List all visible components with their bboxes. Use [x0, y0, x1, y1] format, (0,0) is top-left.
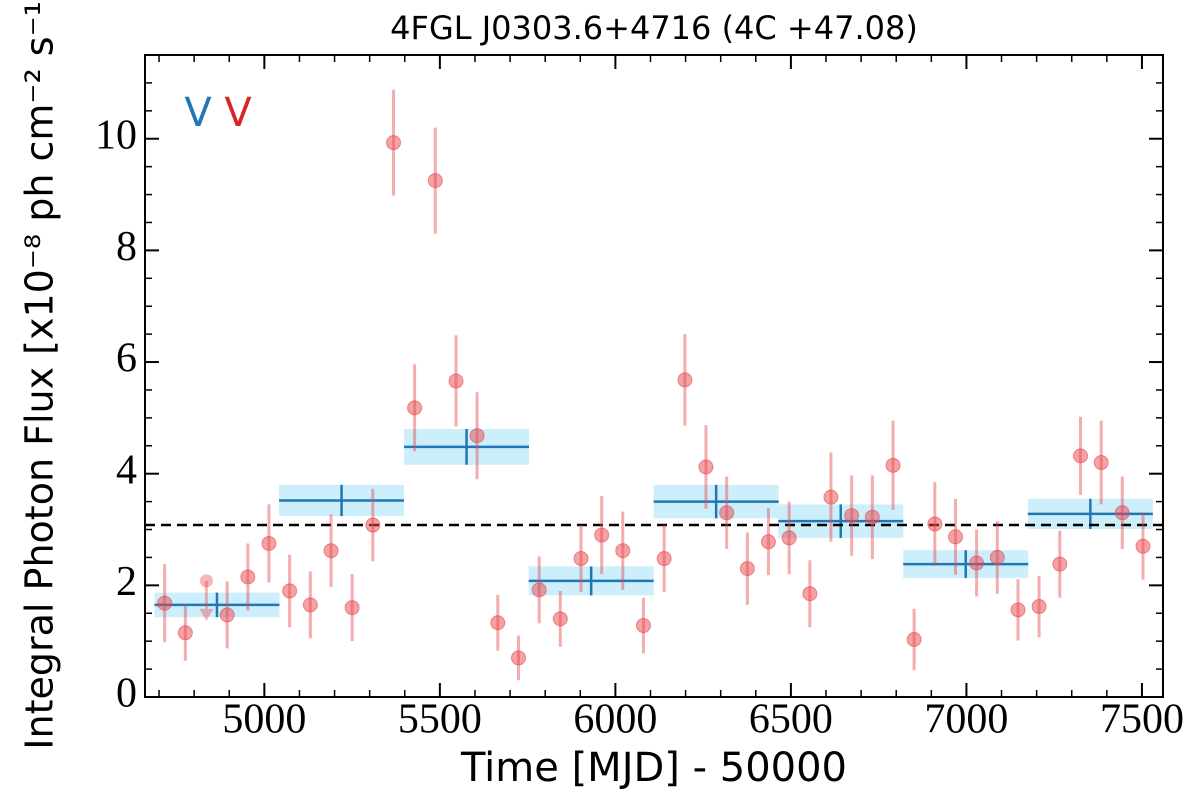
data-point — [802, 586, 818, 602]
data-point — [1031, 599, 1047, 615]
x-tick-label: 6000 — [573, 697, 657, 743]
data-point — [1135, 538, 1151, 554]
data-point — [427, 173, 443, 189]
data-point — [823, 489, 839, 505]
data-point — [927, 516, 943, 532]
y-tick-label: 0 — [116, 671, 137, 717]
data-point — [989, 549, 1005, 565]
chart-title: 4FGL J0303.6+4716 (4C +47.08) — [390, 9, 918, 47]
data-point — [157, 595, 173, 611]
data-point — [490, 615, 506, 631]
y-axis-label: Integral Photon Flux [x10⁻⁸ ph cm⁻² s⁻¹] — [18, 0, 62, 750]
data-point — [885, 457, 901, 473]
y-tick-label: 10 — [95, 112, 137, 158]
data-point — [1114, 505, 1130, 521]
data-point — [719, 505, 735, 521]
data-point — [177, 625, 193, 641]
plot-frame — [144, 54, 1164, 698]
y-tick-label: 6 — [116, 336, 137, 382]
annotation: V — [224, 90, 252, 136]
y-tick-label: 8 — [116, 224, 137, 270]
data-point — [386, 135, 402, 151]
data-point — [635, 618, 651, 634]
plot-area — [145, 89, 1163, 681]
data-point — [448, 373, 464, 389]
x-axis-label: Time [MJD] - 50000 — [460, 745, 847, 791]
data-point — [1093, 455, 1109, 471]
data-point — [365, 517, 381, 533]
x-tick-label: 5000 — [222, 697, 306, 743]
data-point — [552, 611, 568, 627]
data-point — [615, 543, 631, 559]
data-point — [1073, 448, 1089, 464]
x-tick-label: 7000 — [924, 697, 1008, 743]
data-point — [864, 509, 880, 525]
data-point — [469, 428, 485, 444]
data-point — [511, 650, 527, 666]
data-point — [739, 561, 755, 577]
data-point — [261, 535, 277, 551]
data-point — [656, 551, 672, 567]
data-point — [760, 534, 776, 550]
data-point — [781, 530, 797, 546]
data-point — [282, 583, 298, 599]
data-point — [906, 631, 922, 647]
x-tick-label: 7500 — [1100, 697, 1184, 743]
data-point — [969, 555, 985, 571]
x-tick-label: 6500 — [749, 697, 833, 743]
data-point — [240, 569, 256, 585]
data-point — [344, 600, 360, 616]
data-point — [948, 529, 964, 545]
data-point — [1010, 602, 1026, 618]
data-point — [323, 543, 339, 559]
data-point — [531, 582, 547, 598]
y-tick-label: 2 — [116, 559, 137, 605]
data-point — [844, 508, 860, 524]
upper-limit-head — [199, 608, 214, 621]
x-tick-label: 5500 — [398, 697, 482, 743]
data-point — [573, 551, 589, 567]
data-point — [698, 459, 714, 475]
data-point — [677, 372, 693, 388]
upper-limit-point — [199, 574, 213, 588]
data-point — [302, 597, 318, 613]
data-point — [407, 400, 423, 416]
y-tick-label: 4 — [116, 447, 137, 493]
data-point — [219, 607, 235, 623]
data-point — [1052, 556, 1068, 572]
annotation: V — [184, 90, 212, 136]
data-point — [594, 527, 610, 543]
